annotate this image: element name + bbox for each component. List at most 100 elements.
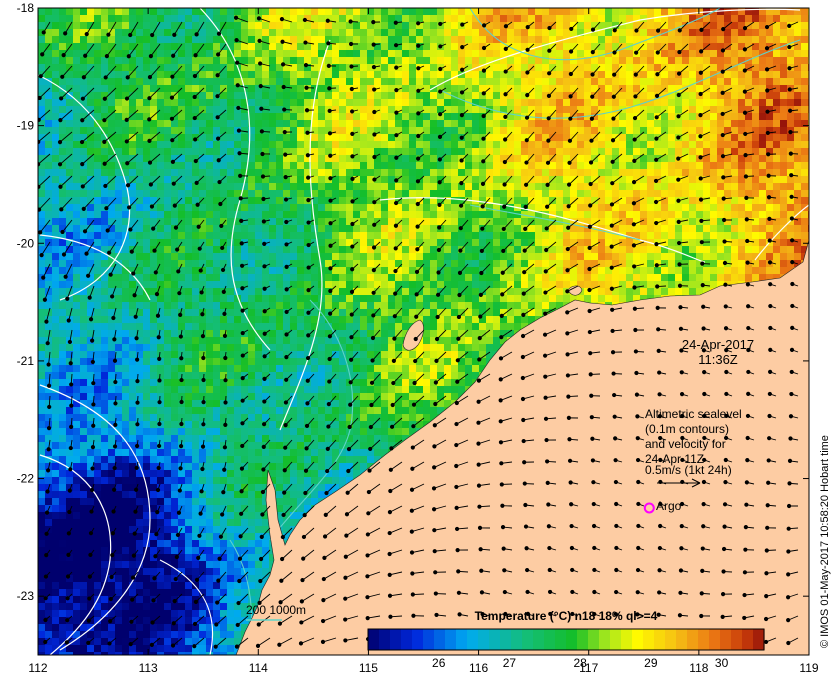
sst-cell [430, 288, 437, 295]
sst-cell [304, 36, 311, 43]
sst-cell [409, 71, 416, 78]
sst-cell [395, 218, 402, 225]
sst-cell [143, 99, 150, 106]
sst-cell [416, 29, 423, 36]
sst-cell [164, 15, 171, 22]
sst-cell [626, 204, 633, 211]
sst-cell [234, 162, 241, 169]
sst-cell [185, 225, 192, 232]
sst-cell [444, 309, 451, 316]
sst-cell [192, 78, 199, 85]
sst-cell [570, 43, 577, 50]
sst-cell [416, 78, 423, 85]
sst-cell [283, 225, 290, 232]
sst-cell [598, 29, 605, 36]
sst-cell [486, 113, 493, 120]
sst-cell [521, 316, 528, 323]
sst-cell [591, 162, 598, 169]
sst-cell [486, 43, 493, 50]
sst-cell [766, 211, 773, 218]
sst-cell [87, 190, 94, 197]
sst-cell [794, 36, 801, 43]
sst-cell [206, 190, 213, 197]
sst-cell [255, 281, 262, 288]
sst-cell [437, 295, 444, 302]
sst-cell [549, 260, 556, 267]
sst-cell [640, 232, 647, 239]
sst-cell [101, 134, 108, 141]
sst-cell [563, 127, 570, 134]
sst-cell [150, 78, 157, 85]
sst-cell [710, 211, 717, 218]
sst-cell [612, 260, 619, 267]
sst-cell [661, 232, 668, 239]
sst-cell [682, 260, 689, 267]
sst-cell [164, 309, 171, 316]
sst-cell [794, 232, 801, 239]
sst-cell [654, 246, 661, 253]
sst-cell [45, 148, 52, 155]
sst-cell [801, 155, 808, 162]
sst-cell [668, 274, 675, 281]
sst-cell [318, 134, 325, 141]
sst-cell [269, 113, 276, 120]
sst-cell [437, 162, 444, 169]
sst-cell [73, 190, 80, 197]
sst-cell [409, 232, 416, 239]
sst-cell [80, 99, 87, 106]
sst-cell [780, 204, 787, 211]
sst-cell [143, 190, 150, 197]
sst-cell [255, 288, 262, 295]
sst-cell [206, 260, 213, 267]
sst-cell [388, 211, 395, 218]
sst-cell [178, 162, 185, 169]
sst-cell [528, 169, 535, 176]
sst-cell [682, 176, 689, 183]
sst-cell [66, 295, 73, 302]
sst-cell [290, 176, 297, 183]
sst-cell [486, 211, 493, 218]
sst-cell [178, 190, 185, 197]
sst-cell [213, 260, 220, 267]
sst-cell [402, 232, 409, 239]
sst-cell [423, 211, 430, 218]
sst-cell [521, 155, 528, 162]
sst-cell [353, 204, 360, 211]
sst-cell [164, 162, 171, 169]
sst-cell [465, 232, 472, 239]
sst-cell [752, 15, 759, 22]
sst-cell [353, 169, 360, 176]
sst-cell [626, 169, 633, 176]
sst-cell [353, 253, 360, 260]
sst-cell [682, 141, 689, 148]
sst-cell [710, 99, 717, 106]
sst-cell [129, 134, 136, 141]
sst-cell [178, 57, 185, 64]
sst-cell [570, 253, 577, 260]
sst-cell [507, 15, 514, 22]
sst-cell [451, 85, 458, 92]
sst-cell [647, 211, 654, 218]
sst-cell [395, 288, 402, 295]
sst-cell [584, 225, 591, 232]
sst-cell [73, 246, 80, 253]
sst-cell [129, 197, 136, 204]
sst-cell [304, 29, 311, 36]
sst-cell [325, 29, 332, 36]
sst-cell [416, 295, 423, 302]
sst-cell [45, 253, 52, 260]
sst-cell [66, 57, 73, 64]
sst-cell [724, 253, 731, 260]
sst-cell [353, 295, 360, 302]
sst-cell [38, 120, 45, 127]
sst-cell [346, 218, 353, 225]
sst-cell [178, 302, 185, 309]
sst-cell [556, 295, 563, 302]
sst-cell [297, 253, 304, 260]
sst-cell [199, 246, 206, 253]
sst-cell [290, 197, 297, 204]
sst-cell [269, 302, 276, 309]
sst-cell [556, 29, 563, 36]
sst-cell [374, 57, 381, 64]
sst-cell [696, 64, 703, 71]
